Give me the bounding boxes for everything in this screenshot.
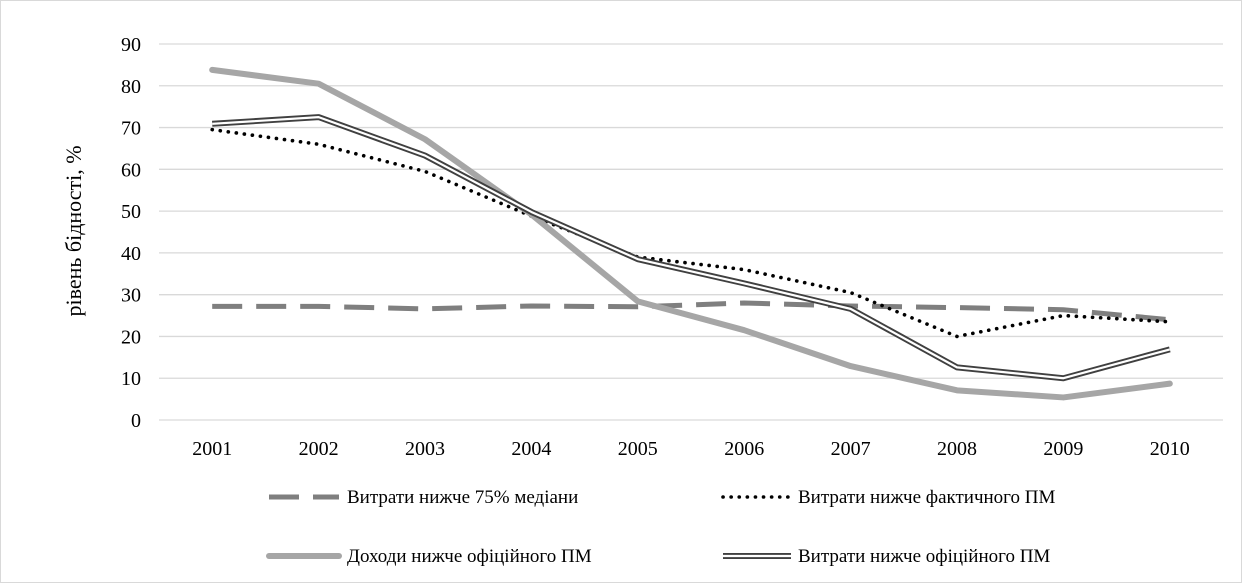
x-tick-label: 2010	[1150, 438, 1190, 460]
y-tick-label: 90	[121, 34, 141, 56]
x-tick-label: 2001	[192, 438, 232, 460]
legend-item: Витрати нижче фактичного ПМ	[721, 487, 1055, 508]
y-tick-label: 40	[121, 243, 141, 265]
y-axis-label: рівень бідності, %	[61, 145, 86, 316]
y-tick-label: 30	[121, 285, 141, 307]
data-point	[1169, 319, 1170, 320]
y-axis-ticks: 0 10 20 30 40 50 60 70 80 90	[121, 34, 141, 432]
series-line	[209, 66, 1173, 401]
x-tick-label: 2004	[511, 438, 551, 460]
gridlines	[159, 43, 1223, 421]
data-point	[744, 269, 745, 270]
series-line	[212, 114, 1171, 382]
x-axis-ticks: 2001 2002 2003 2004 2005 2006 2007 2008 2009 2010	[192, 438, 1190, 460]
x-tick-label: 2002	[299, 438, 339, 460]
y-tick-label: 80	[121, 76, 141, 98]
series-line	[210, 127, 1172, 339]
series-4	[212, 114, 1171, 382]
legend-label: Доходи нижче офіційного ПМ	[347, 546, 592, 567]
data-point	[957, 307, 958, 308]
y-tick-label: 0	[131, 410, 141, 432]
x-tick-label: 2003	[405, 438, 445, 460]
series-3	[209, 66, 1173, 401]
legend-label: Витрати нижче фактичного ПМ	[798, 487, 1055, 508]
legend-item: Витрати нижче офіційного ПМ	[723, 546, 1050, 567]
legend-item: Доходи нижче офіційного ПМ	[266, 546, 592, 567]
x-tick-label: 2008	[937, 438, 977, 460]
legend-label: Витрати нижче офіційного ПМ	[798, 546, 1050, 567]
legend-label: Витрати нижче 75% медіани	[347, 487, 578, 508]
y-tick-label: 10	[121, 368, 141, 390]
y-tick-label: 20	[121, 326, 141, 348]
series-lines	[209, 66, 1173, 401]
data-point	[1063, 315, 1064, 316]
data-point	[425, 308, 426, 309]
y-tick-label: 50	[121, 201, 141, 223]
data-point	[1169, 321, 1170, 322]
y-tick-label: 70	[121, 118, 141, 140]
series-1	[212, 300, 1171, 323]
legend: Витрати нижче 75% медіани Витрати нижче ф…	[266, 487, 1055, 567]
series-2	[210, 127, 1172, 339]
series-line-inner	[212, 116, 1171, 380]
series-line	[212, 300, 1171, 323]
x-tick-label: 2006	[724, 438, 764, 460]
legend-item: Витрати нижче 75% медіани	[269, 487, 578, 508]
x-tick-label: 2009	[1043, 438, 1083, 460]
y-tick-label: 60	[121, 159, 141, 181]
x-tick-label: 2007	[831, 438, 871, 460]
x-tick-label: 2005	[618, 438, 658, 460]
